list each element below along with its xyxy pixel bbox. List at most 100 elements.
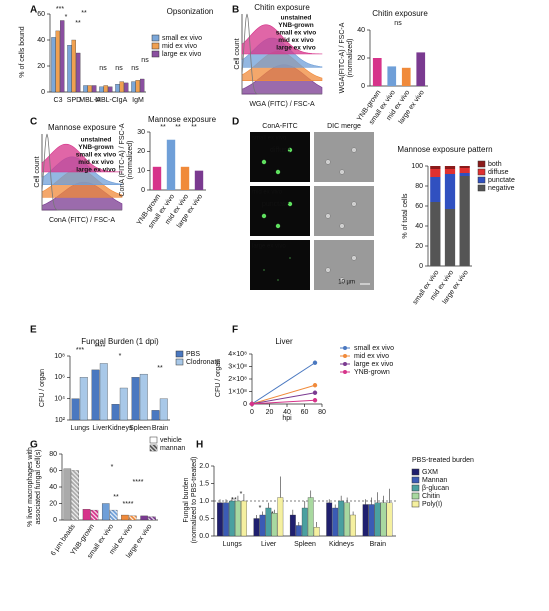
y-tick-label: 0: [419, 263, 423, 270]
bar-segment: [430, 169, 441, 177]
legend-swatch: [151, 34, 160, 42]
significance: ns: [394, 20, 402, 27]
fluorescence-image: [250, 186, 310, 236]
y-tick-label: 40: [357, 27, 365, 34]
bar: [350, 514, 356, 537]
y-axis-label: CFU / organ: [39, 369, 46, 407]
legend-swatch: [477, 184, 486, 192]
panel-letter: A: [30, 5, 37, 16]
legend-label: β-glucan: [422, 485, 449, 492]
y-tick-label: 1×10⁸: [228, 388, 247, 395]
cell: [261, 159, 267, 165]
bar: [139, 373, 148, 421]
y-tick-label: 40: [37, 37, 45, 44]
hatch-overlay: [129, 515, 137, 520]
significance: *: [111, 464, 114, 471]
significance: ****: [123, 501, 134, 508]
legend-swatch: [411, 468, 420, 476]
row-label: large ex vivo: [252, 244, 286, 250]
y-tick-label: 2×10⁸: [228, 376, 247, 383]
bar: [194, 170, 204, 190]
y-axis-label: ConA (FITC-A) / FSC-A: [119, 123, 126, 196]
x-tick-label: Kidneys: [108, 425, 133, 432]
bar: [401, 67, 411, 86]
y-tick-label: 40: [49, 484, 57, 491]
significance: **: [157, 365, 163, 372]
bar: [235, 500, 241, 537]
chart-title: Fungal Burden (1 dpi): [81, 337, 159, 346]
y-axis-label: CFU / organ: [215, 359, 222, 397]
bar: [91, 369, 100, 421]
annotation: punctate: [262, 201, 289, 208]
legend-label: YNB-grown: [278, 22, 313, 29]
x-tick-label: MBL-C: [95, 97, 117, 104]
bar-segment: [459, 166, 470, 168]
legend-label: mannan: [160, 445, 185, 452]
cell-dic: [325, 213, 331, 219]
legend-label: YNB-grown: [354, 369, 390, 376]
cell-dic: [339, 277, 345, 283]
x-tick-label: Kidneys: [329, 541, 354, 548]
y-tick-label: 60: [49, 467, 57, 474]
x-tick-label: IgA: [117, 97, 128, 104]
y-tick-label: 80: [49, 451, 57, 458]
bar: [241, 500, 247, 537]
x-tick-label: Lungs: [70, 425, 90, 432]
bar: [121, 514, 129, 521]
significance: ****: [133, 479, 144, 486]
x-axis-label: WGA (FITC) / FSC-A: [249, 101, 315, 108]
bar: [344, 502, 351, 537]
cell: [289, 257, 291, 259]
x-tick-label: 60: [301, 409, 309, 416]
x-tick-label: 80: [318, 409, 326, 416]
bar: [159, 398, 168, 421]
point: [312, 383, 318, 388]
x-tick-label: Brain: [152, 425, 168, 432]
x-tick-label: 40: [283, 409, 291, 416]
panel-letter: D: [232, 117, 239, 128]
bar: [71, 39, 76, 93]
y-tick-label: 0: [141, 187, 145, 194]
significance: ns: [99, 65, 107, 72]
panel-letter: C: [30, 117, 37, 128]
legend-label: large ex vivo: [76, 167, 115, 174]
x-tick-label: SPD: [67, 97, 81, 104]
legend-label: diffuse: [488, 169, 509, 176]
legend-label: large ex vivo: [162, 51, 201, 58]
cell-dic: [339, 223, 345, 229]
cell-dic: [351, 201, 357, 207]
bar: [166, 139, 176, 190]
legend-label: vehicle: [160, 437, 182, 444]
significance: **: [231, 497, 237, 504]
y-tick-label: 0: [243, 401, 247, 408]
fluorescence-image: [250, 132, 310, 182]
bar: [217, 502, 223, 537]
legend-label: both: [488, 161, 502, 168]
y-tick-label: 0: [41, 89, 45, 96]
y-tick-label: 0: [361, 83, 365, 90]
bar-segment: [459, 173, 470, 176]
bar-segment: [459, 176, 470, 266]
significance: ns: [115, 65, 123, 72]
cell: [263, 269, 265, 271]
column-header: ConA-FITC: [262, 123, 297, 130]
bar-segment: [430, 177, 441, 202]
y-tick-label: 1.0: [199, 498, 209, 505]
significance: ns: [141, 57, 149, 64]
cell: [277, 279, 279, 281]
bar: [386, 502, 393, 537]
bar: [63, 468, 72, 521]
bar: [223, 502, 229, 537]
y-tick-label: 20: [415, 243, 423, 250]
significance: ***: [76, 347, 84, 354]
bar: [119, 387, 128, 421]
x-tick-label: Liver: [261, 541, 277, 548]
y-tick-label: 100: [411, 163, 423, 170]
bar: [99, 86, 104, 93]
hatch-overlay: [150, 445, 157, 451]
y-axis-label: % of cells bound: [19, 26, 26, 77]
bar: [289, 514, 296, 537]
y-axis-label: % of total cells: [402, 193, 409, 239]
cell-dic: [339, 169, 345, 175]
point: [312, 390, 318, 395]
